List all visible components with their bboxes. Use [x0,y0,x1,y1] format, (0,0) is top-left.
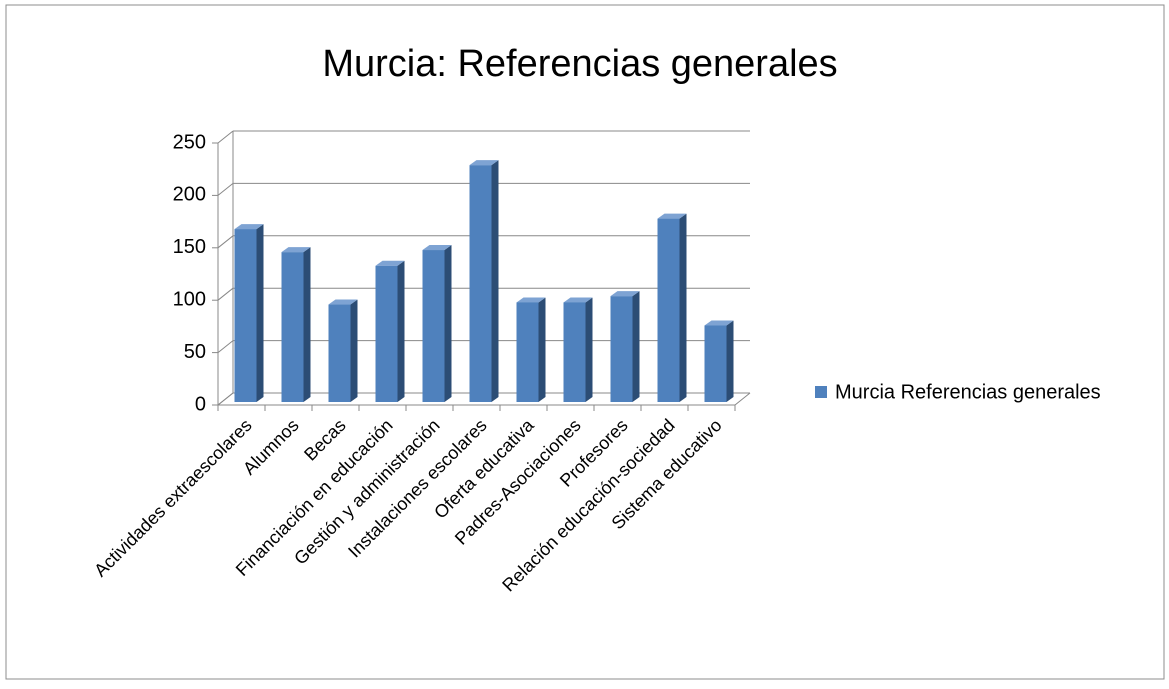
y-tick-label: 150 [173,236,206,258]
grid-line [217,130,234,144]
bar-side [538,297,546,402]
bar [469,165,492,402]
y-tick-label: 200 [173,184,206,206]
grid-line [217,392,234,406]
bar-top [563,297,593,303]
bar-top [422,245,452,251]
bar-top [328,299,358,305]
bar-side [350,299,358,402]
bar-top [516,297,546,303]
y-tick-label: 250 [173,131,206,153]
grid-line [217,183,234,196]
bar-top [375,260,405,266]
bar [281,252,304,402]
y-tick-label: 50 [184,341,206,363]
bar-side [444,245,452,402]
bar [422,250,445,402]
bar [657,218,680,402]
y-tick-label: 100 [173,288,206,310]
bar-side [679,213,687,402]
bar [516,302,539,402]
bar [610,296,633,402]
legend-label: Murcia Referencias generales [835,381,1101,403]
bar [704,325,727,402]
bar [234,229,257,402]
bar-side [256,224,264,402]
legend-swatch [815,386,827,398]
bar [563,302,586,402]
bar [375,265,398,402]
bar-top [469,160,499,166]
y-tick-label: 0 [195,393,206,415]
bar-top [281,247,311,253]
grid-line [217,287,234,301]
bar-side [491,160,499,402]
bar-side [632,291,640,402]
bar-top [610,291,640,297]
bar [328,304,351,402]
chart-title: Murcia: Referencias generales [322,43,837,85]
bar-side [585,297,593,402]
bar-top [657,213,687,219]
bar-side [397,260,405,402]
bar-top [704,320,734,326]
bar-side [726,320,734,402]
floor-edge [734,392,751,406]
bar-side [303,247,311,402]
grid-line [217,235,234,249]
grid-line [217,340,234,353]
bar-top [234,224,264,230]
